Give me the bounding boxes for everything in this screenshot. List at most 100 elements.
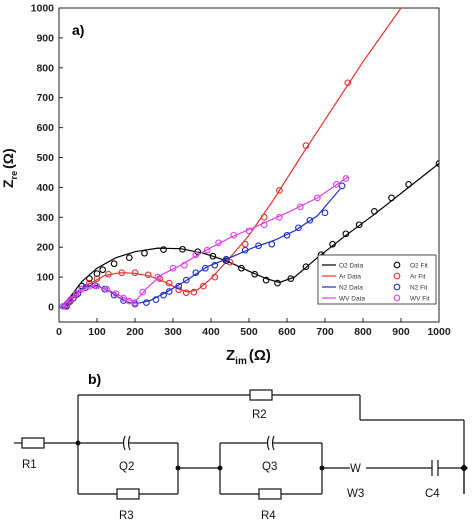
data-point-wv (260, 221, 268, 229)
x-tick-label: 700 (316, 326, 334, 338)
data-point-wv (112, 290, 120, 297)
label-r3: R3 (119, 510, 134, 522)
data-point-o2 (160, 246, 167, 253)
data-point-n2 (321, 209, 329, 217)
legend-marker-wv (393, 294, 401, 302)
data-point-o2 (287, 275, 295, 282)
data-point-wv (276, 213, 283, 221)
data-point-o2 (179, 245, 186, 253)
data-point-o2 (99, 266, 107, 274)
legend: O2 Data O2 Fit Ar Data Ar Fit N2 Data N2 Fit W… (317, 254, 437, 305)
data-point-wv (72, 290, 80, 297)
junction-node-3 (217, 465, 223, 471)
data-point-ar (165, 279, 173, 287)
data-point-o2 (86, 275, 93, 282)
y-tick-label: 0 (48, 302, 54, 314)
data-point-wv (139, 288, 146, 296)
data-point-n2 (74, 290, 82, 297)
label-r1: R1 (22, 459, 37, 471)
junction-node-4 (319, 465, 325, 471)
resistor-r2 (249, 389, 273, 401)
data-point-wv (86, 282, 93, 290)
data-point-o2 (262, 276, 270, 284)
y-tick-label: 100 (36, 272, 54, 284)
legend-label-data-o2: O2 Data (339, 262, 364, 269)
data-point-o2 (405, 181, 412, 188)
legend-items: O2 Data O2 Fit Ar Data Ar Fit N2 Data N2 Fit W… (322, 261, 430, 302)
cpe-q3 (262, 435, 278, 451)
fit-line-n2 (64, 188, 341, 308)
data-point-n2 (160, 291, 167, 299)
data-point-ar (344, 79, 352, 87)
x-tick-label: 0 (56, 326, 62, 338)
legend-label-data-n2: N2 Data (339, 284, 363, 291)
data-point-ar (260, 213, 268, 221)
warburg-symbol: W (350, 463, 361, 475)
x-tick-label: 1000 (427, 326, 451, 338)
data-point-n2 (165, 288, 173, 295)
resistor-r3 (116, 488, 140, 500)
data-point-wv (342, 175, 350, 182)
data-point-n2 (182, 276, 190, 284)
resistor-r1 (21, 437, 45, 449)
y-tick-label: 600 (36, 122, 54, 134)
fit-line-ar (64, 8, 402, 308)
legend-marker-n2 (393, 283, 401, 291)
data-point-ar (105, 270, 112, 278)
legend-box (317, 254, 437, 305)
label-q2: Q2 (119, 461, 134, 473)
x-tick-label: 500 (240, 326, 258, 338)
legend-marker-o2 (393, 261, 401, 269)
nyquist-chart: 0 100 200 300 400 500 600 700 800 900 1000 0 100 200… (0, 3, 451, 368)
label-q3: Q3 (262, 461, 277, 473)
data-point-wv (192, 251, 200, 259)
data-point-o2 (125, 254, 133, 262)
data-point-n2 (211, 261, 219, 269)
y-tick-label: 700 (36, 92, 54, 104)
data-point-o2 (93, 270, 101, 277)
data-point-o2 (388, 194, 395, 202)
data-point-wv (181, 261, 188, 269)
data-point-o2 (371, 208, 378, 215)
data-point-n2 (255, 242, 262, 250)
data-point-o2 (238, 264, 245, 272)
data-point-n2 (175, 282, 183, 290)
data-point-ar (211, 273, 219, 281)
junction-node-1 (75, 440, 81, 446)
x-tick-label: 200 (126, 326, 144, 338)
data-point-o2 (302, 263, 310, 271)
data-point-wv (154, 273, 162, 281)
y-tick-label: 1000 (31, 3, 55, 15)
panel-label-b: b) (88, 371, 101, 387)
data-point-ar (302, 142, 310, 149)
data-point-n2 (241, 246, 249, 254)
data-point-n2 (201, 264, 209, 272)
data-point-ar (131, 269, 139, 277)
data-point-wv (333, 181, 340, 188)
data-point-n2 (268, 240, 276, 248)
data-point-o2 (141, 249, 148, 257)
data-point-n2 (143, 299, 150, 306)
data-point-ar (182, 289, 190, 297)
y-tick-label: 200 (36, 242, 54, 254)
legend-label-fit-wv: WV Fit (410, 295, 430, 302)
legend-label-fit-n2: N2 Fit (410, 284, 428, 291)
x-tick-label: 400 (202, 326, 220, 338)
x-axis-title: Zim (Ω) (226, 347, 271, 367)
y-tick-label: 400 (36, 182, 54, 194)
legend-label-fit-o2: O2 Fit (410, 262, 428, 269)
resistor-r4 (258, 488, 282, 500)
label-w3: W3 (347, 488, 364, 500)
y-tick-label: 800 (36, 62, 54, 74)
x-tick-label: 900 (392, 326, 410, 338)
data-point-o2 (251, 270, 259, 278)
x-tick-label: 100 (88, 326, 106, 338)
data-point-o2 (329, 240, 336, 248)
data-point-wv (215, 239, 222, 247)
panel-label-a: a) (72, 22, 84, 38)
data-point-n2 (222, 255, 230, 263)
y-tick-label: 300 (36, 212, 54, 224)
data-point-wv (93, 282, 101, 290)
series-layer (59, 8, 439, 310)
